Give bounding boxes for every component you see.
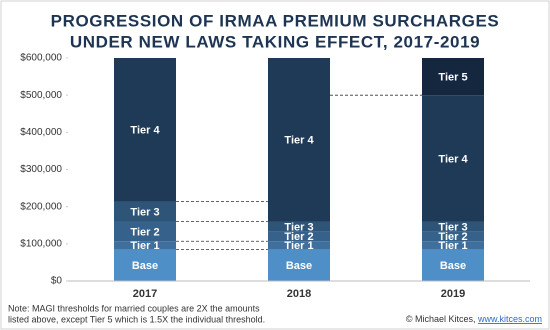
chart-title: UNDER NEW LAWS TAKING EFFECT, 2017-2019 [70,32,480,51]
bar-segment [422,221,484,232]
bar-segment [422,95,484,222]
segment-label: Tier 3 [284,221,313,233]
segment-label: Tier 1 [438,240,467,252]
bar-segment [114,249,176,281]
segment-label: Tier 4 [130,125,160,137]
y-tick-label: $500,000 [20,90,62,101]
segment-label: Tier 5 [438,71,467,83]
chart-title: PROGRESSION OF IRMAA PREMIUM SURCHARGES [51,11,500,30]
bar-segment [114,201,176,222]
credit: © Michael Kitces, www.kitces.com [406,314,542,324]
bar-segment [268,221,330,232]
segment-label: Base [286,260,312,272]
bar-segment [268,241,330,250]
segment-label: Tier 4 [438,153,468,165]
y-tick-label: $200,000 [20,201,62,212]
segment-label: Tier 3 [130,206,159,218]
segment-label: Base [132,260,158,272]
note: Note: MAGI thresholds for married couple… [8,303,260,313]
y-tick-label: $100,000 [20,238,62,249]
segment-label: Tier 2 [130,226,159,238]
bar-segment [114,58,176,202]
segment-label: Tier 1 [284,240,313,252]
credit-text: © Michael Kitces, [406,314,478,324]
y-tick-label: $300,000 [20,164,62,175]
x-tick-label: 2018 [287,288,311,300]
bar-segment [268,58,330,222]
bar-segment [114,221,176,242]
bar-segment [422,231,484,242]
y-tick-label: $0 [51,276,63,287]
segment-label: Tier 1 [130,240,159,252]
bar-segment [422,58,484,96]
x-tick-label: 2017 [133,288,157,300]
y-tick-label: $400,000 [20,127,62,138]
segment-label: Tier 3 [438,221,467,233]
credit-link[interactable]: www.kitces.com [477,314,542,324]
y-tick-label: $600,000 [20,53,62,64]
bar-segment [268,249,330,281]
segment-label: Tier 2 [438,231,467,243]
bar-segment [422,249,484,281]
segment-label: Base [440,260,466,272]
x-tick-label: 2019 [441,288,465,300]
note: listed above, except Tier 5 which is 1.5… [8,314,265,324]
segment-label: Tier 2 [284,231,313,243]
bar-segment [114,241,176,250]
segment-label: Tier 4 [284,135,314,147]
bar-segment [268,231,330,242]
bar-segment [422,241,484,250]
